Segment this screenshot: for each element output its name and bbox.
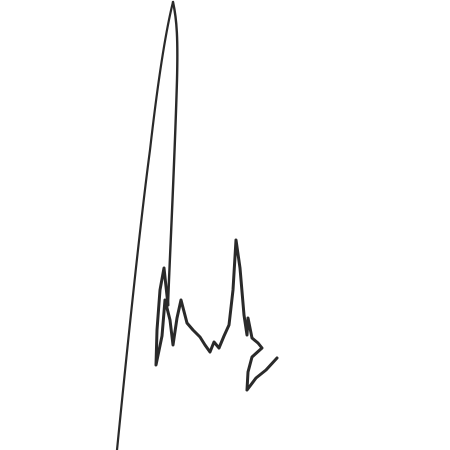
- signature-stroke-ascender: [115, 0, 175, 450]
- signature-stroke-descender: [166, 0, 179, 307]
- signature-stroke-scribble: [154, 238, 279, 392]
